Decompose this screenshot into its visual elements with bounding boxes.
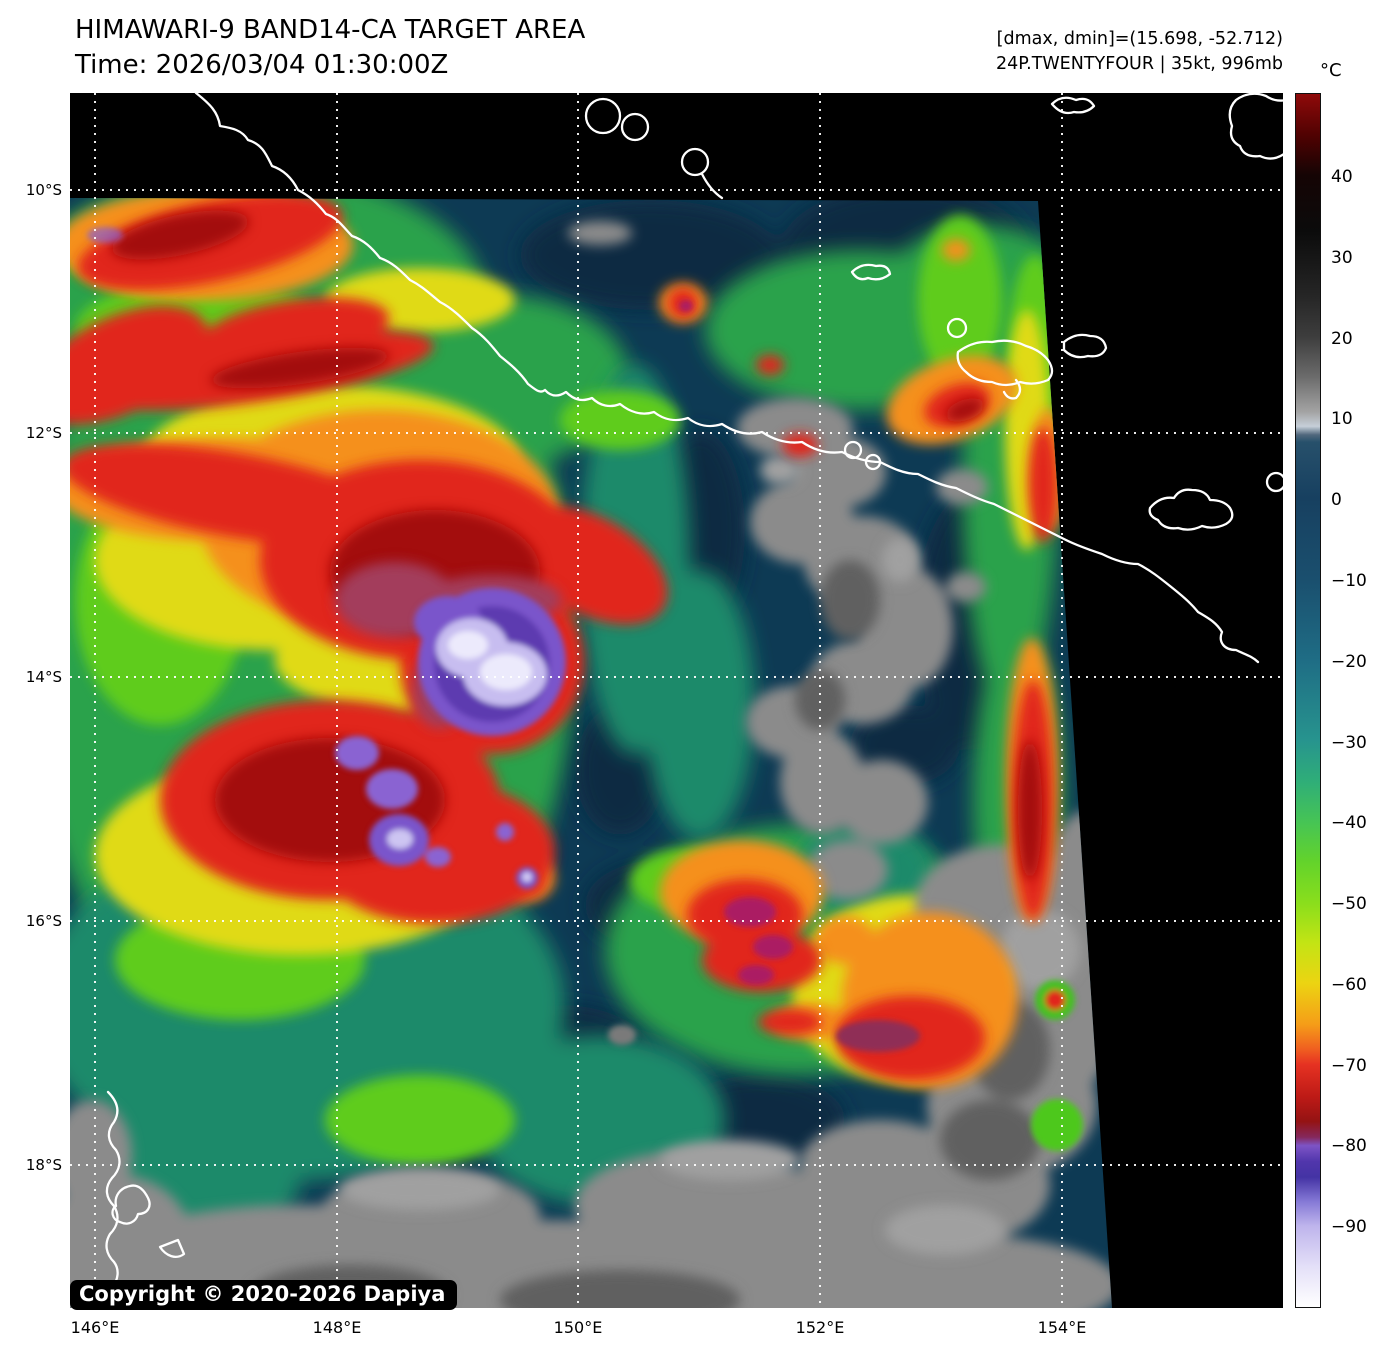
dmax-dmin-annotation: [dmax, dmin]=(15.698, -52.712) bbox=[996, 29, 1283, 49]
png-mainland-coast bbox=[194, 93, 1260, 664]
colorbar-tick-label: 10 bbox=[1331, 409, 1353, 429]
copyright-watermark: Copyright © 2020-2026 Dapiya bbox=[70, 1280, 458, 1310]
lon-tick-label: 154°E bbox=[1037, 1318, 1087, 1337]
lat-tick-label: 10°S bbox=[25, 181, 62, 199]
colorbar-tick-label: 40 bbox=[1331, 167, 1353, 187]
colorbar-tick-label: −30 bbox=[1331, 733, 1367, 753]
colorbar-tick-label: −10 bbox=[1331, 571, 1367, 591]
figure-annotation: [dmax, dmin]=(15.698, -52.712) 24P.TWENT… bbox=[996, 27, 1283, 77]
satellite-image bbox=[70, 93, 1283, 1308]
storm-id-annotation: 24P.TWENTYFOUR | 35kt, 996mb bbox=[996, 54, 1283, 74]
colorbar-tick-label: −60 bbox=[1331, 975, 1367, 995]
lon-tick-label: 150°E bbox=[553, 1318, 603, 1337]
lat-tick-label: 18°S bbox=[25, 1156, 62, 1174]
colorbar-unit-label: °C bbox=[1320, 60, 1342, 81]
colorbar-tick-label: −50 bbox=[1331, 894, 1367, 914]
lat-tick-label: 12°S bbox=[25, 424, 62, 442]
lat-tick-label: 16°S bbox=[25, 912, 62, 930]
temperature-colorbar bbox=[1295, 93, 1321, 1308]
satellite-imagery-layer bbox=[70, 198, 1112, 1308]
satellite-map-plot bbox=[70, 93, 1283, 1308]
colorbar-tick-label: −90 bbox=[1331, 1217, 1367, 1237]
new-britain-island bbox=[1228, 93, 1283, 160]
lon-tick-label: 148°E bbox=[312, 1318, 362, 1337]
woodlark-island bbox=[956, 339, 1054, 387]
colorbar-tick-label: −20 bbox=[1331, 652, 1367, 672]
lat-tick-label: 14°S bbox=[25, 668, 62, 686]
colorbar-tick-label: −80 bbox=[1331, 1136, 1367, 1156]
cyclone-cold-core bbox=[87, 227, 1083, 1151]
colorbar-tick-label: −40 bbox=[1331, 813, 1367, 833]
colorbar-tick-label: 30 bbox=[1331, 248, 1353, 268]
colorbar-tick-label: 20 bbox=[1331, 329, 1353, 349]
lon-tick-label: 152°E bbox=[795, 1318, 845, 1337]
figure-timestamp: Time: 2026/03/04 01:30:00Z bbox=[75, 50, 449, 80]
colorbar-tick-label: −70 bbox=[1331, 1056, 1367, 1076]
figure-title: HIMAWARI-9 BAND14-CA TARGET AREA bbox=[75, 15, 586, 45]
lon-tick-label: 146°E bbox=[70, 1318, 120, 1337]
colorbar-tick-label: 0 bbox=[1331, 490, 1342, 510]
